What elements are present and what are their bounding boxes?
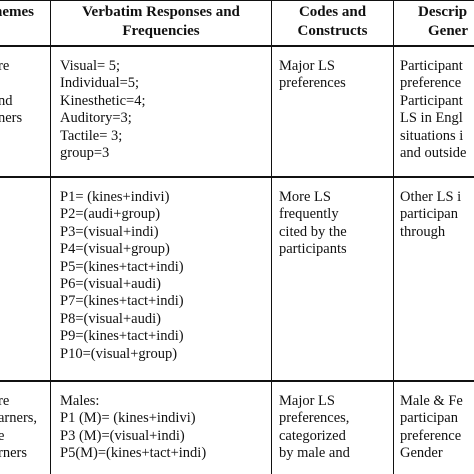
header-codes-line1: Codes and (298, 4, 367, 20)
row3-theme-line: re (0, 393, 10, 409)
verbatim-line: P3 (M)=(visual+indi) (60, 427, 185, 444)
descr-line: situations i (400, 127, 464, 144)
descr-line: and outside (400, 145, 467, 162)
descr-line: Participant (400, 92, 463, 109)
descr-line: Male & Fe (400, 393, 463, 409)
row3-verbatim: Males: P1 (M)= (kines+indivi) P3 (M)=(vi… (60, 393, 206, 463)
descr-line: Other LS i (400, 189, 462, 205)
verbatim-line: P6=(visual+audi) (60, 276, 161, 293)
codes-line: categorized (279, 427, 346, 444)
row3-codes: Major LS preferences, categorized by mal… (279, 393, 350, 463)
verbatim-line: Visual= 5; (60, 58, 121, 74)
descr-line: Participant (400, 58, 463, 74)
column-divider (50, 0, 51, 474)
row2-description: Other LS i participan through (400, 189, 461, 241)
verbatim-line: P8=(visual+audi) (60, 310, 161, 327)
codes-line: preferences (279, 75, 346, 92)
table-top-border (0, 0, 474, 1)
verbatim-line: Kinesthetic=4; (60, 92, 146, 109)
descr-line: Gender (400, 445, 443, 462)
verbatim-line: P4=(visual+group) (60, 241, 170, 258)
header-descr-line2: Gener (428, 23, 468, 39)
row1-theme-line (0, 75, 22, 92)
header-description: Descrip Gener (418, 3, 474, 41)
row3-theme-line: e (0, 427, 5, 444)
header-codes-line2: Constructs (297, 23, 368, 39)
row1-codes: Major LS preferences (279, 58, 346, 93)
row1-theme: re nd ners (0, 58, 22, 128)
verbatim-line: group=3 (60, 145, 110, 162)
verbatim-line: P5=(kines+tact+indi) (60, 258, 184, 275)
header-bottom-rule (0, 45, 474, 47)
row3-theme-line: rners (0, 445, 27, 462)
codes-line: More LS (279, 189, 331, 205)
row3-theme-line: arners, (0, 410, 38, 427)
verbatim-line: Auditory=3; (60, 110, 132, 127)
header-verbatim-line1: Verbatim Responses and (82, 4, 240, 20)
row2-codes: More LS frequently cited by the particip… (279, 189, 347, 259)
descr-line: participan (400, 206, 458, 223)
descr-line: participan (400, 410, 458, 427)
column-divider (393, 0, 394, 474)
header-codes: Codes and Constructs (272, 3, 393, 41)
row3-description: Male & Fe participan preference Gender (400, 393, 463, 463)
row-divider (0, 380, 474, 382)
descr-line: LS in Engl (400, 110, 463, 127)
descr-line: through (400, 223, 446, 240)
header-verbatim: Verbatim Responses and Frequencies (51, 3, 271, 41)
verbatim-line: Tactile= 3; (60, 127, 123, 144)
codes-line: Major LS (279, 393, 335, 409)
codes-line: preferences, (279, 410, 350, 427)
codes-line: by male and (279, 445, 350, 462)
codes-line: frequently (279, 206, 339, 223)
codes-line: Major LS (279, 58, 335, 74)
row1-theme-line: nd (0, 92, 13, 109)
descr-line: preference (400, 75, 462, 92)
verbatim-line: P7=(kines+tact+indi) (60, 293, 184, 310)
verbatim-line: Individual=5; (60, 75, 140, 92)
row3-theme: re arners, e rners (0, 393, 37, 463)
verbatim-line: P1 (M)= (kines+indivi) (60, 410, 196, 427)
verbatim-line: Males: (60, 393, 100, 409)
verbatim-line: P9=(kines+tact+indi) (60, 328, 184, 345)
row-divider (0, 176, 474, 178)
header-themes: hemes (0, 3, 44, 22)
column-divider (271, 0, 272, 474)
descr-line: preference (400, 427, 462, 444)
row1-verbatim: Visual= 5; Individual=5; Kinesthetic=4; … (60, 58, 146, 162)
row1-description: Participant preference Participant LS in… (400, 58, 466, 162)
verbatim-line: P2=(audi+group) (60, 206, 161, 223)
header-verbatim-line2: Frequencies (122, 23, 200, 39)
codes-line: cited by the (279, 223, 347, 240)
header-descr-line1: Descrip (418, 4, 468, 20)
header-themes-text: hemes (0, 4, 34, 20)
verbatim-line: P1= (kines+indivi) (60, 189, 170, 205)
verbatim-line: P5(M)=(kines+tact+indi) (60, 445, 207, 462)
verbatim-line: P10=(visual+group) (60, 345, 178, 362)
row2-verbatim: P1= (kines+indivi) P2=(audi+group) P3=(v… (60, 189, 184, 363)
row1-theme-line: ners (0, 110, 23, 127)
verbatim-line: P3=(visual+indi) (60, 223, 159, 240)
row1-theme-line: re (0, 58, 10, 74)
codes-line: participants (279, 241, 347, 258)
